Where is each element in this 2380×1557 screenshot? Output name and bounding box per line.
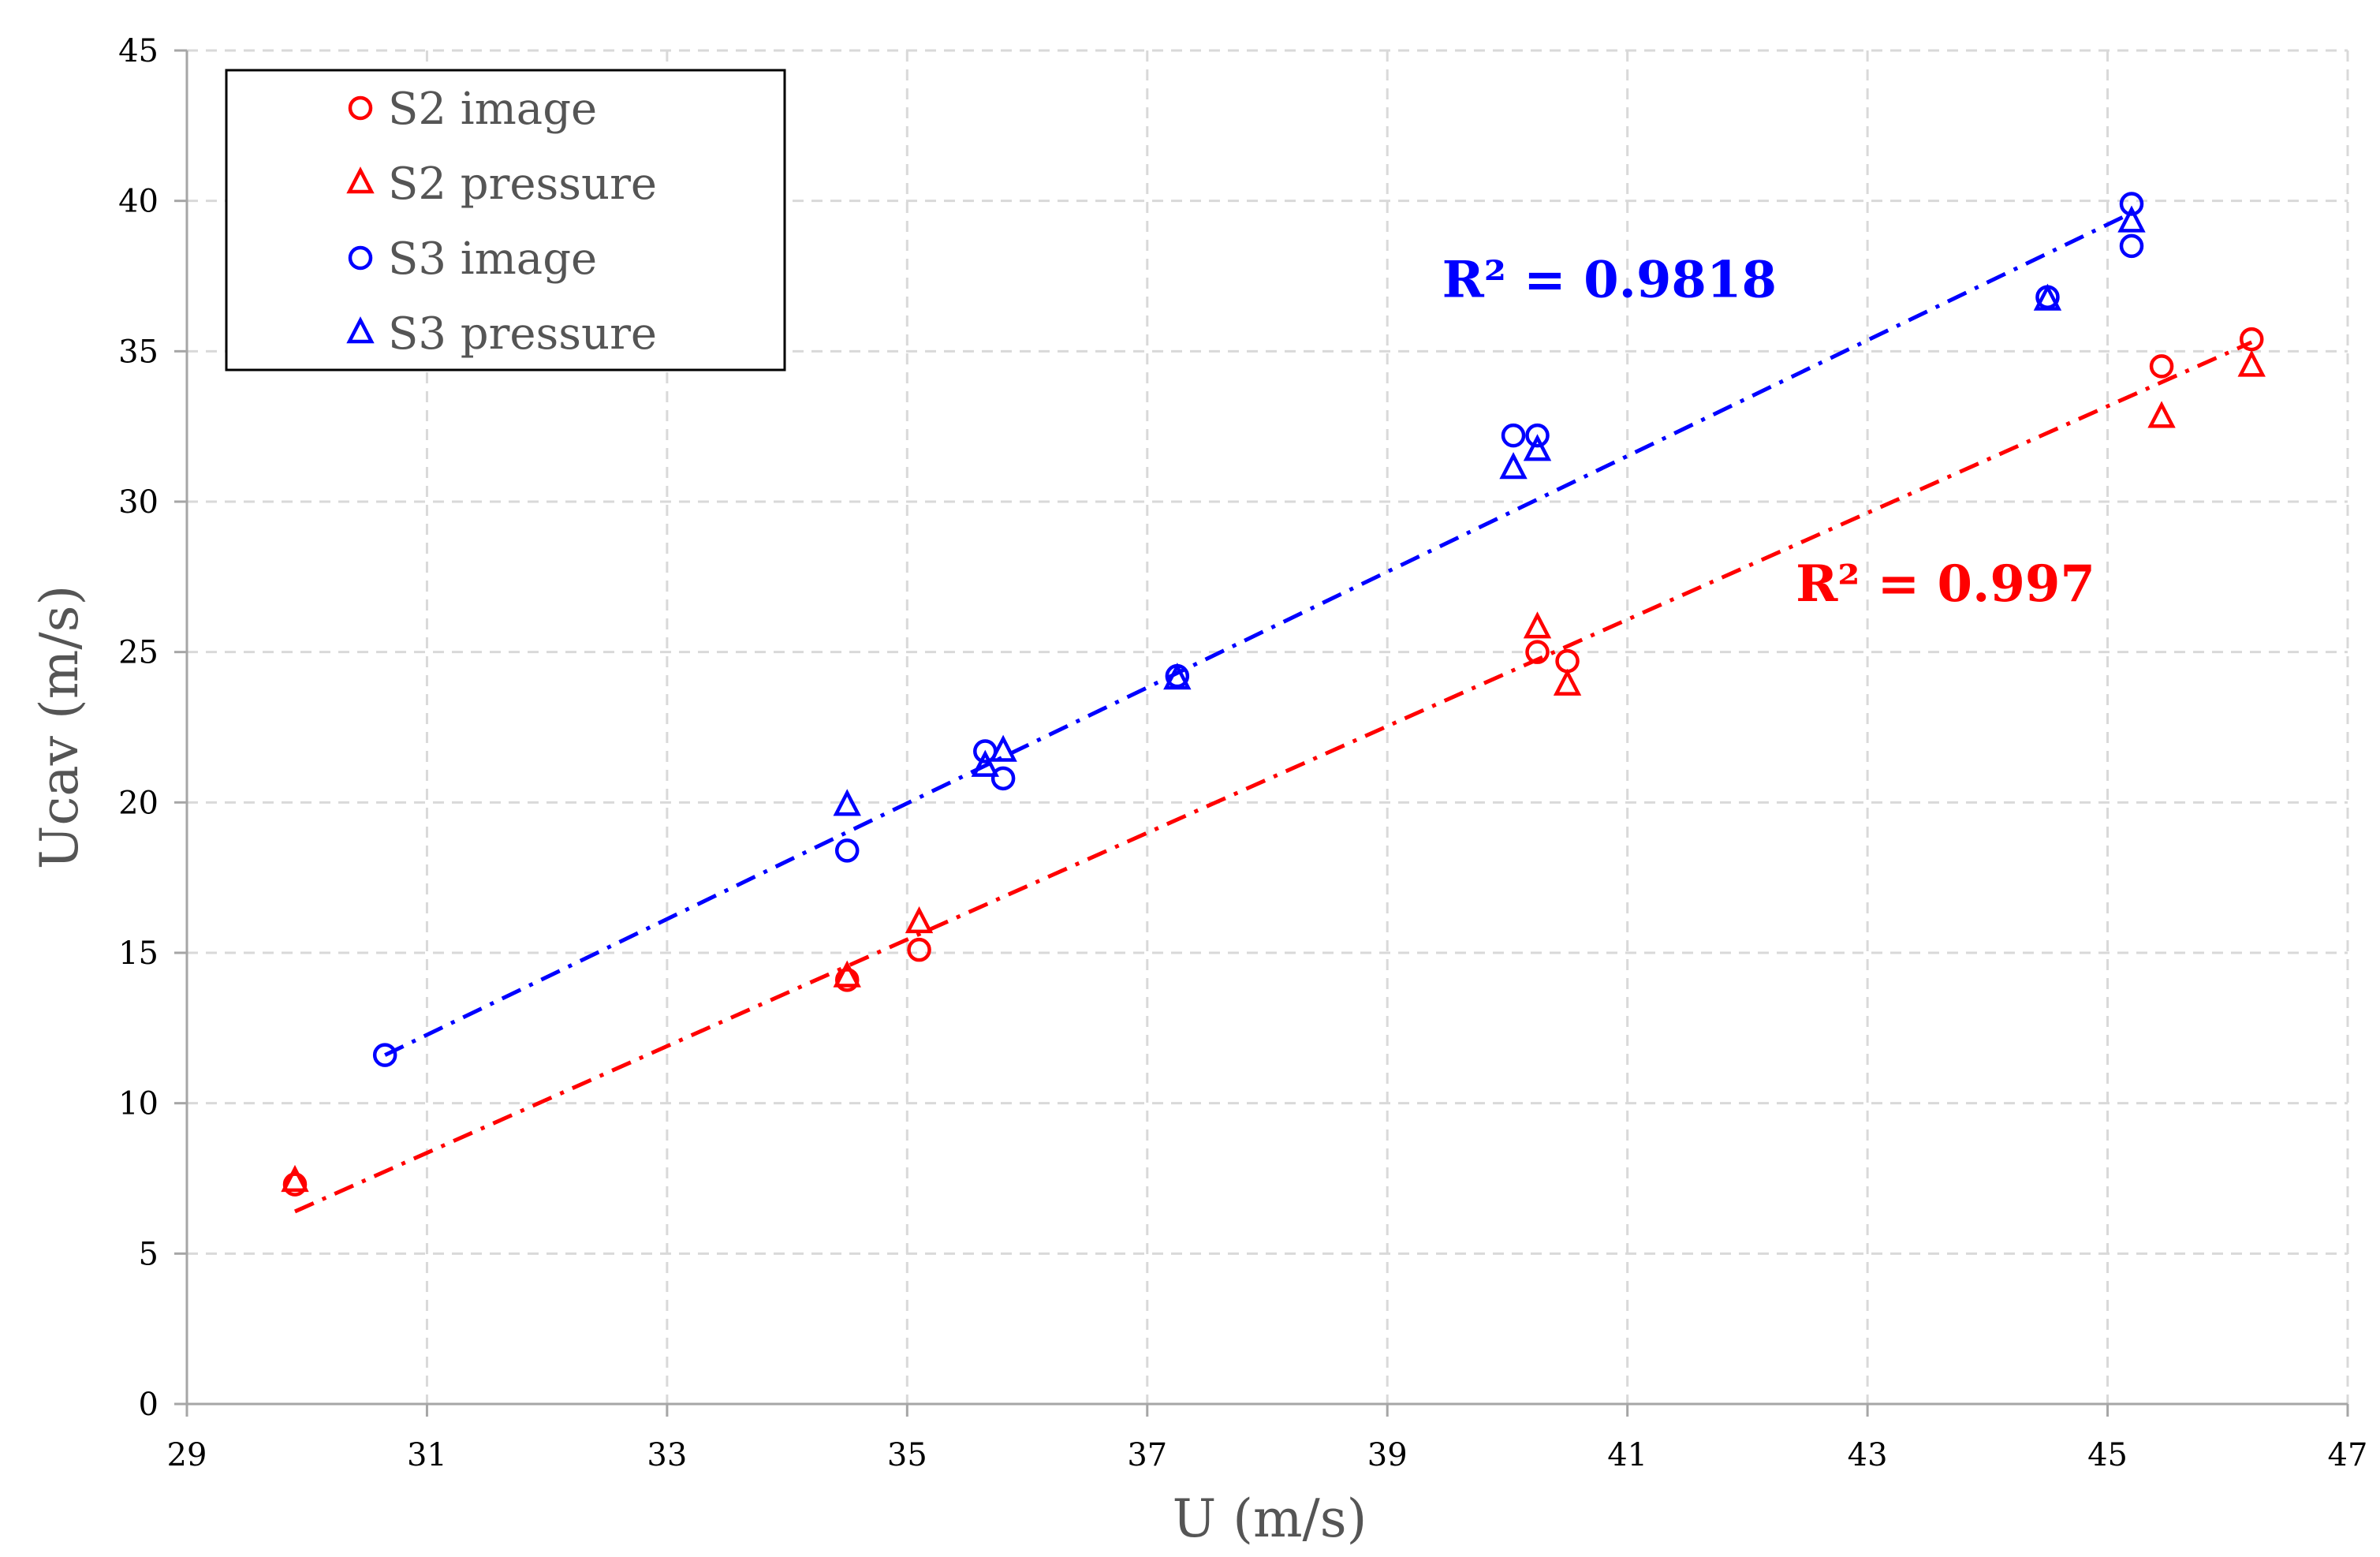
y-tick-label: 25 (118, 635, 159, 671)
x-tick-label: 33 (647, 1437, 687, 1473)
legend-marker (348, 95, 373, 121)
y-tick-label: 45 (118, 33, 159, 69)
s3-image-point (2119, 192, 2144, 216)
s2-pressure-point (1523, 611, 1552, 639)
x-tick-label: 41 (1607, 1437, 1647, 1473)
y-tick-label: 40 (118, 184, 159, 220)
s2-image-point (834, 968, 860, 992)
s2-image-point (2149, 354, 2174, 379)
s3-pressure-point (2033, 283, 2062, 311)
s2-image-point (282, 1172, 308, 1197)
x-tick-label: 43 (1848, 1437, 1888, 1473)
y-axis-title: Ucav (m/s) (29, 585, 90, 869)
gridlines (187, 49, 2349, 1404)
x-tick-labels: 29 31 33 35 37 39 41 43 45 47 (167, 1404, 2368, 1473)
s2-pressure-point (1553, 668, 1582, 696)
s2-pressure-point (905, 905, 934, 934)
legend-marker (346, 316, 375, 344)
s3-image-point (1501, 423, 1526, 448)
s3-pressure-point (1523, 434, 1552, 461)
s3-image-point (990, 766, 1016, 791)
legend-marker (348, 245, 373, 271)
s3-pressure-point (1163, 663, 1192, 690)
s2-image-point (2239, 327, 2264, 352)
legend: S2 image S2 pressure S3 image S3 pressure (225, 69, 786, 372)
legend-label: S2 image (388, 84, 597, 135)
trendline (293, 340, 2253, 1214)
s3-image-point (372, 1043, 397, 1067)
s2-pressure-point (833, 960, 861, 988)
x-tick-label: 35 (887, 1437, 927, 1473)
x-tick-label: 37 (1127, 1437, 1167, 1473)
trendline (384, 211, 2133, 1057)
s2-image-point (907, 937, 931, 962)
s3-pressure-point (971, 749, 999, 777)
legend-box (225, 69, 786, 372)
x-axis-title: U (m/s) (1173, 1488, 1367, 1549)
y-tick-label: 30 (118, 484, 159, 521)
s2-pressure-point (2237, 349, 2266, 377)
s3-image-point (1525, 423, 1550, 448)
s3-pressure-point (833, 789, 861, 816)
axes (185, 50, 2348, 1406)
s3-pressure-point (2117, 205, 2146, 233)
trendlines (293, 211, 2253, 1214)
s2-pressure-point (281, 1164, 309, 1193)
x-tick-label: 39 (1367, 1437, 1408, 1473)
s3-pressure-point (1499, 452, 1528, 480)
r2-label: R² = 0.9818 (1442, 251, 1777, 310)
legend-label: S3 image (388, 233, 597, 285)
x-tick-label: 29 (167, 1437, 207, 1473)
y-tick-label: 10 (118, 1086, 159, 1122)
y-tick-label: 20 (118, 785, 159, 821)
s2-pressure-point (2147, 401, 2176, 428)
y-tick-label: 35 (118, 334, 159, 370)
legend-label: S3 pressure (388, 308, 657, 360)
s3-image-point (2119, 233, 2144, 259)
legend-marker (346, 166, 375, 194)
s3-pressure-point (989, 734, 1017, 762)
y-tick-label: 0 (139, 1387, 159, 1423)
s3-image-point (834, 838, 860, 863)
data-points (281, 192, 2266, 1197)
r2-label: R² = 0.997 (1796, 554, 2095, 614)
x-tick-label: 45 (2087, 1437, 2128, 1473)
r2-annotations: R² = 0.9818 R² = 0.997 (1442, 251, 2095, 614)
s2-image-point (1525, 640, 1550, 664)
legend-label: S2 pressure (388, 159, 657, 210)
y-tick-label: 15 (118, 935, 159, 972)
y-tick-labels: 0 5 10 15 20 25 30 35 40 45 (118, 33, 187, 1423)
y-tick-label: 5 (139, 1236, 159, 1272)
x-tick-label: 31 (407, 1437, 447, 1473)
x-tick-label: 47 (2328, 1437, 2368, 1473)
